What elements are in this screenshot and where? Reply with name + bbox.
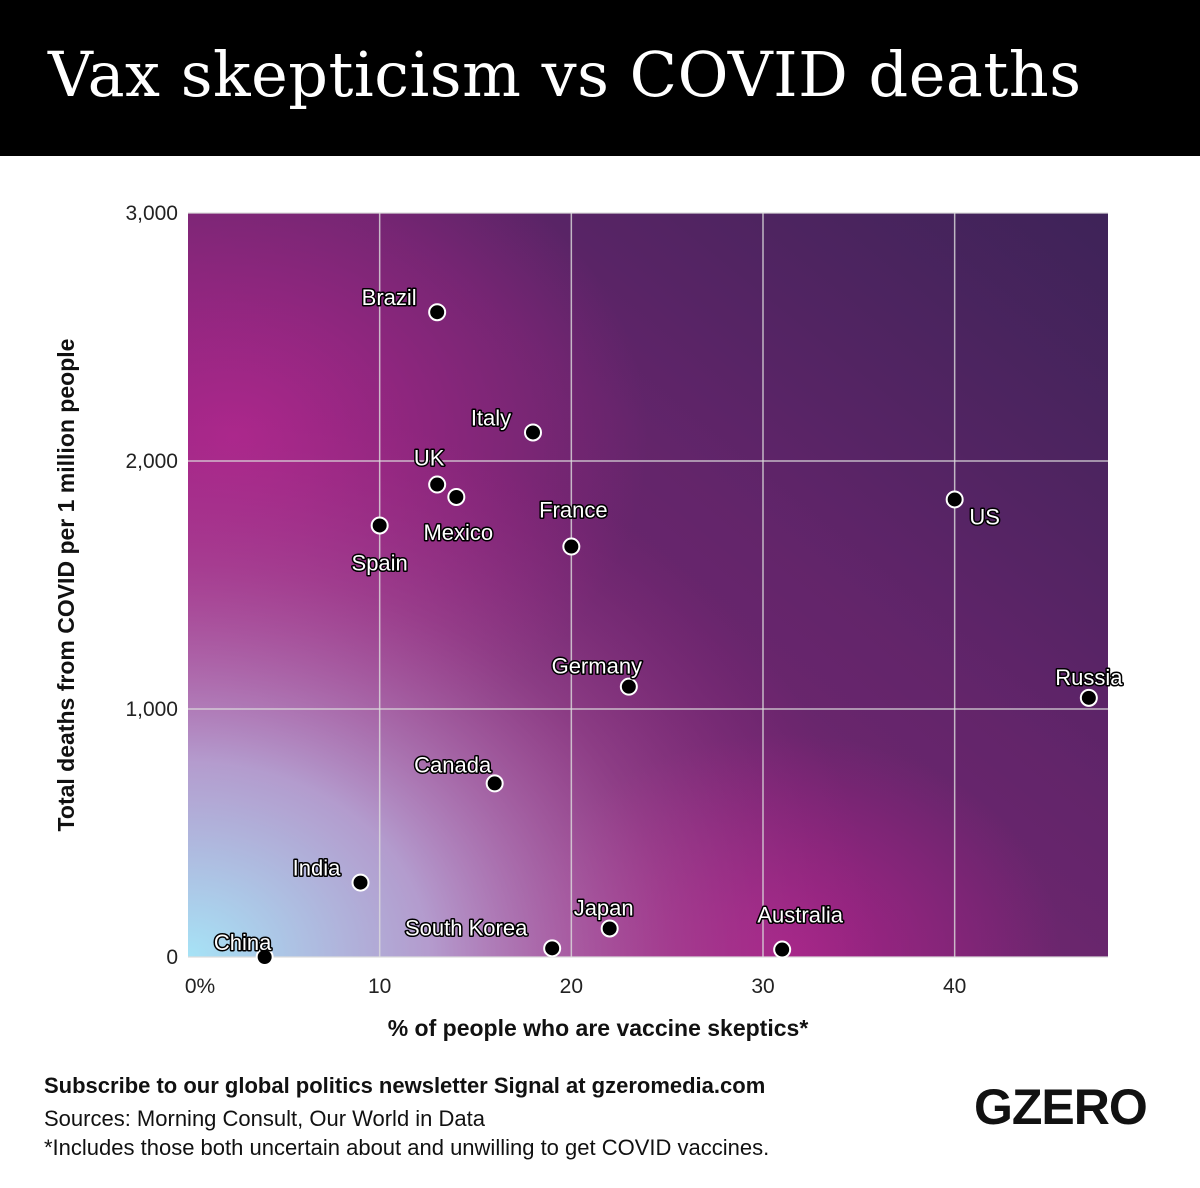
- data-label: Japan: [574, 895, 634, 920]
- data-point: [773, 940, 792, 959]
- data-label: India: [293, 856, 341, 881]
- footnote-text: *Includes those both uncertain about and…: [44, 1135, 770, 1160]
- x-axis-label: % of people who are vaccine skeptics*: [388, 1015, 809, 1041]
- data-label: US: [969, 504, 1000, 529]
- data-point: [600, 919, 619, 938]
- y-tick-label: 0: [166, 946, 178, 969]
- data-point: [428, 475, 447, 494]
- data-label: Mexico: [423, 520, 493, 545]
- gridlines: [188, 212, 1108, 958]
- data-label: Australia: [757, 903, 843, 928]
- data-point: [485, 774, 504, 793]
- data-label: UK: [414, 446, 445, 471]
- plot-background: [188, 213, 1108, 957]
- data-point: [255, 948, 274, 966]
- data-label: Spain: [352, 550, 408, 575]
- data-label: Canada: [414, 752, 492, 777]
- data-point: [543, 939, 562, 958]
- data-label: Brazil: [362, 285, 417, 310]
- data-point: [619, 677, 638, 696]
- data-point: [351, 873, 370, 892]
- data-label: Russia: [1055, 665, 1123, 690]
- data-label: South Korea: [405, 915, 528, 940]
- y-tick-label: 1,000: [125, 698, 178, 721]
- data-point: [524, 423, 542, 442]
- data-point: [447, 487, 466, 506]
- data-label: France: [539, 498, 607, 523]
- chart-title: Vax skepticism vs COVID deaths: [48, 38, 1082, 111]
- x-tick-label: 20: [560, 975, 583, 998]
- y-axis-label: Total deaths from COVID per 1 million pe…: [53, 339, 79, 832]
- data-point: [1079, 688, 1098, 707]
- x-tick-label: 40: [943, 975, 966, 998]
- x-tick-label: 10: [368, 975, 391, 998]
- data-point: [562, 537, 581, 556]
- data-label: Italy: [471, 405, 511, 430]
- data-point: [370, 516, 389, 535]
- sources-text: Sources: Morning Consult, Our World in D…: [44, 1106, 485, 1131]
- x-tick-label: 30: [751, 975, 774, 998]
- data-label: China: [214, 930, 272, 955]
- data-point: [428, 303, 447, 322]
- y-tick-label: 3,000: [125, 202, 178, 225]
- x-tick-label: 0%: [185, 975, 215, 998]
- data-label: Germany: [552, 654, 642, 679]
- data-point: [945, 490, 964, 509]
- gzero-logo: GZERO: [974, 1079, 1148, 1135]
- subscribe-text: Subscribe to our global politics newslet…: [44, 1073, 766, 1098]
- y-tick-label: 2,000: [125, 450, 178, 473]
- header: Vax skepticism vs COVID deaths: [0, 0, 1200, 156]
